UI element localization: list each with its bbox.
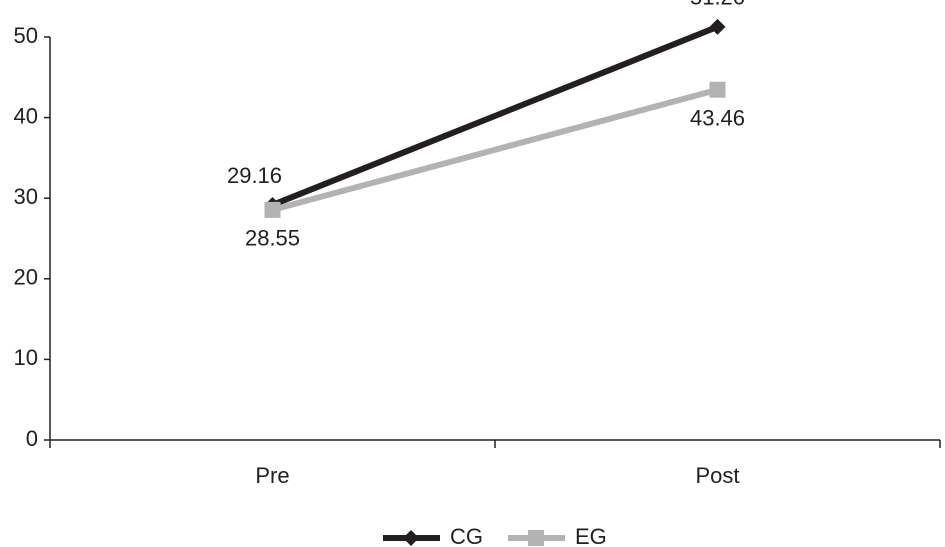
x-tick-label: Post (695, 463, 739, 488)
x-tick-label: Pre (255, 463, 289, 488)
data-label: 28.55 (245, 226, 300, 251)
y-tick-label: 50 (14, 23, 38, 48)
data-label: 43.46 (690, 106, 745, 131)
series-line (271, 86, 719, 213)
y-tick-label: 40 (14, 103, 38, 128)
series-line (271, 24, 719, 208)
legend-marker (403, 530, 419, 546)
data-point (709, 18, 726, 35)
y-tick-label: 30 (14, 184, 38, 209)
data-label: 51.26 (690, 0, 745, 10)
legend-marker (528, 530, 544, 546)
data-point (264, 201, 281, 218)
data-point (709, 81, 726, 98)
y-tick-label: 0 (26, 426, 38, 451)
data-label: 29.16 (227, 163, 282, 188)
y-tick-label: 10 (14, 345, 38, 370)
y-tick-label: 20 (14, 265, 38, 290)
legend-label: CG (450, 524, 483, 547)
legend-label: EG (575, 524, 607, 547)
